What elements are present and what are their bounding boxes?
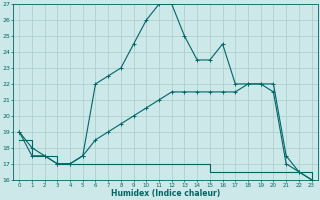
X-axis label: Humidex (Indice chaleur): Humidex (Indice chaleur) [111,189,220,198]
